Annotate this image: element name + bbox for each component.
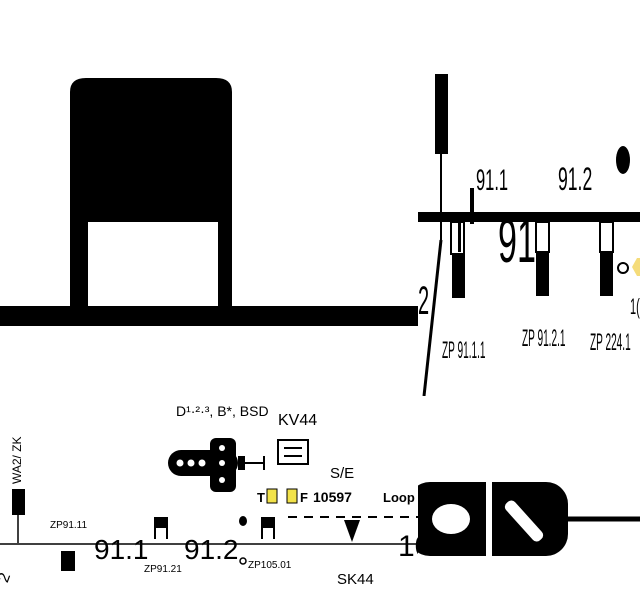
edge-number: 1( (630, 294, 640, 319)
km-large: 91 (498, 206, 536, 275)
zp-label-1: ZP91.11 (50, 520, 87, 531)
edge-label: 2 (418, 277, 429, 323)
edge-glyph: 2 (0, 571, 14, 585)
closeup-topleft-panel (0, 0, 418, 400)
lamp-bar-light (504, 500, 544, 542)
km-edge: 10 (398, 530, 418, 563)
closeup-topleft-svg (0, 78, 418, 326)
schematic-marker-1-fill (155, 518, 167, 528)
lamp-body (418, 482, 568, 556)
schematic-svg: WA2/ ZK D¹·²·³, B*, BSD KV44 S/E T F 105… (0, 403, 418, 588)
hexagon-marker (632, 258, 640, 276)
box-label: KV44 (278, 412, 317, 429)
signal-post-2 (535, 221, 550, 253)
side-label: WA2/ ZK (10, 436, 24, 484)
schematic-signal-head (12, 489, 25, 515)
tick-b (470, 188, 474, 224)
signal-block-3 (600, 252, 613, 296)
closeup-bottomright-svg (418, 478, 640, 560)
dot-marker (616, 146, 630, 174)
lamp-round-light (432, 504, 470, 534)
km-2: 91.2 (184, 534, 239, 565)
signal-post-3 (599, 221, 614, 253)
schematic-triangle (344, 520, 360, 542)
ring-marker (617, 262, 629, 274)
closeup-topright-svg: 91.1 91.2 91 2 ZP 91.1.1 ZP 91.2.1 ZP 22… (418, 74, 640, 396)
portal-block (70, 78, 232, 318)
sk-label: SK44 (337, 571, 374, 588)
mast-head (435, 74, 448, 154)
signal-label-3: ZP 224.1 (590, 328, 631, 355)
closeup-bottomright-panel (418, 400, 640, 610)
km-label-a: 91.1 (476, 164, 508, 197)
km-1: 91.1 (94, 534, 149, 565)
kv44-box (277, 439, 309, 465)
yellow-marker-t (266, 488, 278, 504)
signal-heading: D¹·²·³, B*, BSD (176, 403, 269, 419)
tick-a (458, 218, 461, 252)
f-label: F (300, 490, 308, 505)
se-label: S/E (330, 465, 354, 482)
f-number: 10597 (313, 489, 352, 505)
schematic-dot (239, 516, 247, 526)
lamp-divider (486, 478, 492, 560)
t-label: T (257, 490, 265, 505)
schematic-signal-1 (61, 551, 75, 571)
schematic-marker-2-fill (262, 518, 274, 528)
signal-label-2: ZP 91.2.1 (522, 324, 565, 351)
signal-block-1 (452, 254, 465, 298)
signal-light-array (168, 438, 265, 492)
zp-label-2: ZP91.21 (144, 564, 182, 575)
schematic-panel: WA2/ ZK D¹·²·³, B*, BSD KV44 S/E T F 105… (0, 400, 418, 610)
zp-label-3: ZP105.01 (248, 560, 292, 571)
track-thick-line (0, 306, 418, 326)
loop-label: Loop 3 (383, 490, 418, 505)
signal-block-2 (536, 252, 549, 296)
signal-label-1: ZP 91.1.1 (442, 336, 485, 363)
schematic-ring (239, 557, 247, 565)
signal-post-1 (450, 221, 465, 255)
km-label-b: 91.2 (558, 163, 592, 198)
track-line-main (418, 212, 640, 222)
yellow-marker-f (286, 488, 298, 504)
diagonal-line (422, 239, 443, 396)
closeup-topright-panel: 91.1 91.2 91 2 ZP 91.1.1 ZP 91.2.1 ZP 22… (418, 68, 640, 396)
